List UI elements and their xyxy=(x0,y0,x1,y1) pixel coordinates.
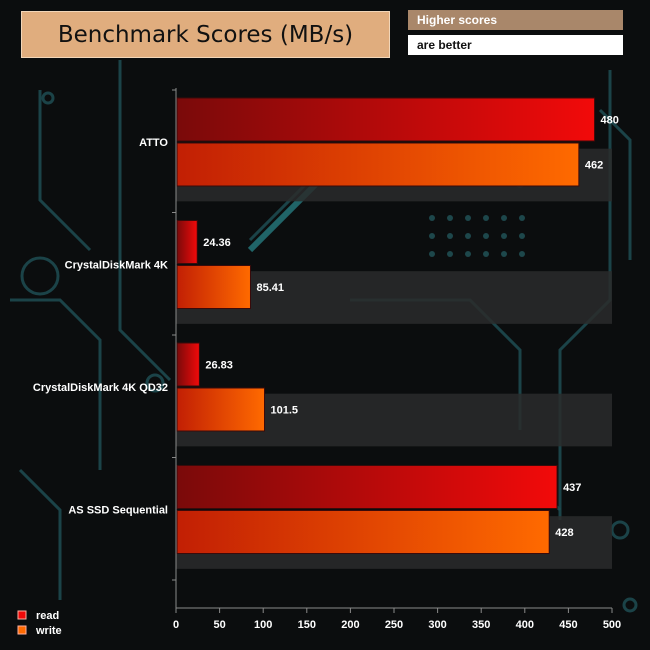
x-tick-label: 250 xyxy=(385,619,403,631)
x-tick-label: 300 xyxy=(428,619,446,631)
value-label: 462 xyxy=(585,160,603,172)
axes xyxy=(172,88,613,613)
bar-write xyxy=(176,387,266,432)
bar-read xyxy=(176,220,198,264)
chart-title-box: Benchmark Scores (MB/s) xyxy=(21,11,390,58)
x-tick-label: 450 xyxy=(559,619,577,631)
category-label: CrystalDiskMark 4K QD32 xyxy=(33,382,168,394)
x-tick-label: 200 xyxy=(341,619,359,631)
note-higher-scores: Higher scores xyxy=(408,10,623,30)
chart-title: Benchmark Scores (MB/s) xyxy=(57,21,354,48)
value-label: 26.83 xyxy=(205,360,233,372)
category-label: AS SSD Sequential xyxy=(68,505,168,517)
bar-write xyxy=(176,265,251,309)
x-tick-label: 150 xyxy=(298,619,316,631)
legend-label-write: write xyxy=(35,625,62,637)
x-tick-label: 500 xyxy=(603,619,621,631)
labels: 480 462 ATTO 24.36 85.41 CrystalDiskMark 4K 26… xyxy=(33,115,621,632)
note-are-better: are better xyxy=(408,35,623,55)
category-label: CrystalDiskMark 4K xyxy=(65,260,168,272)
category-label: ATTO xyxy=(139,137,168,149)
value-label: 480 xyxy=(601,115,619,127)
value-label: 101.5 xyxy=(271,405,299,417)
bar-write xyxy=(176,142,580,187)
x-tick-label: 100 xyxy=(254,619,272,631)
bar-read xyxy=(176,342,200,387)
legend-label-read: read xyxy=(36,610,59,622)
value-label: 24.36 xyxy=(203,237,231,249)
bars xyxy=(176,97,596,554)
bar-read xyxy=(176,465,558,509)
legend: read write xyxy=(17,610,62,637)
x-tick-label: 400 xyxy=(516,619,534,631)
bar-write xyxy=(176,510,550,554)
legend-swatch-write xyxy=(17,625,27,635)
x-tick-label: 50 xyxy=(213,619,225,631)
x-tick-label: 350 xyxy=(472,619,490,631)
value-label: 437 xyxy=(563,482,581,494)
value-label: 428 xyxy=(555,527,573,539)
bar-read xyxy=(176,97,596,142)
value-label: 85.41 xyxy=(256,282,284,294)
x-tick-label: 0 xyxy=(173,619,179,631)
legend-swatch-read xyxy=(17,610,27,620)
